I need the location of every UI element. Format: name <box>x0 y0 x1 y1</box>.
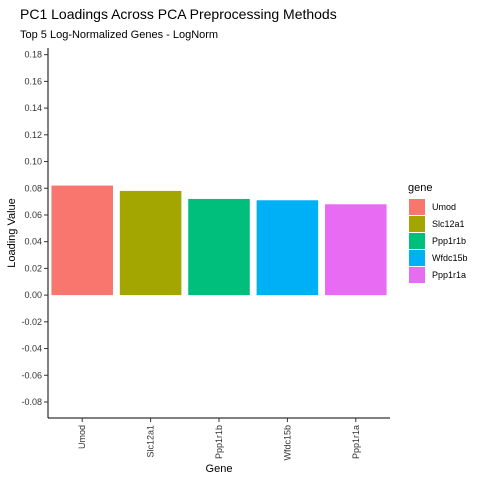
x-axis-ticks: Umod Slc12a1 Ppp1r1b Wfdc15b Ppp1r1a <box>77 418 361 461</box>
bar-slc12a1 <box>119 190 182 296</box>
y-tick-label: 0.12 <box>24 130 42 140</box>
legend-title: gene <box>408 182 432 194</box>
bar-ppp1r1a <box>325 204 387 296</box>
legend: gene Umod Slc12a1 Ppp1r1b Wfdc15b Ppp1r1a <box>408 182 468 283</box>
legend-key-ppp1r1b <box>409 233 425 249</box>
legend-label: Umod <box>432 202 456 212</box>
y-axis-ticks: 0.18 0.16 0.14 0.12 0.10 0.08 0.06 0.04 0.02 0.00… <box>21 50 48 407</box>
y-tick-label: -0.02 <box>21 317 42 327</box>
x-axis-title: Gene <box>206 463 233 475</box>
y-tick-label: 0.16 <box>24 76 42 86</box>
x-tick-label: Ppp1r1a <box>351 425 361 459</box>
legend-key-slc12a1 <box>409 216 425 232</box>
y-tick-label: 0.06 <box>24 210 42 220</box>
y-tick-label: 0.08 <box>24 183 42 193</box>
legend-label: Ppp1r1a <box>432 270 466 280</box>
y-tick-label: 0.18 <box>24 50 42 60</box>
legend-key-wfdc15b <box>409 250 425 266</box>
bar-wfdc15b <box>256 200 319 296</box>
x-tick-label: Wfdc15b <box>282 425 292 461</box>
y-tick-label: -0.04 <box>21 344 42 354</box>
x-tick-label: Slc12a1 <box>146 425 156 458</box>
y-tick-label: 0.14 <box>24 103 42 113</box>
bar-ppp1r1b <box>188 198 250 296</box>
bar-umod <box>51 185 113 296</box>
x-tick-label: Ppp1r1b <box>214 425 224 459</box>
chart-title: PC1 Loadings Across PCA Preprocessing Me… <box>20 6 337 22</box>
y-tick-label: -0.08 <box>21 397 42 407</box>
y-axis-title: Loading Value <box>6 198 18 268</box>
y-tick-label: 0.04 <box>24 237 42 247</box>
legend-label: Ppp1r1b <box>432 236 466 246</box>
legend-key-ppp1r1a <box>409 267 425 283</box>
chart-subtitle: Top 5 Log-Normalized Genes - LogNorm <box>20 29 218 41</box>
legend-label: Wfdc15b <box>432 253 468 263</box>
legend-key-umod <box>409 199 425 215</box>
legend-label: Slc12a1 <box>432 219 465 229</box>
y-tick-label: 0.10 <box>24 157 42 167</box>
y-tick-label: -0.06 <box>21 370 42 380</box>
x-tick-label: Umod <box>77 425 87 449</box>
y-tick-label: 0.02 <box>24 263 42 273</box>
plot-area <box>51 185 387 296</box>
y-tick-label: 0.00 <box>24 290 42 300</box>
